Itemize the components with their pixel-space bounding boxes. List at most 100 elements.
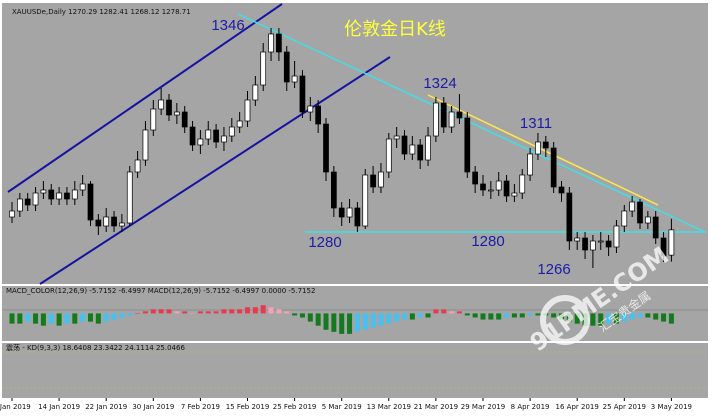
candle-body [213,129,219,143]
candle-body [464,117,471,173]
macd-bar [574,313,580,324]
high: 1282.41 [99,8,128,16]
candle-body [488,189,494,192]
candle-body [480,183,486,191]
candle-body [448,111,455,128]
macd-bar [488,313,494,320]
candle-body [268,33,274,53]
trend-line [427,94,659,206]
macd-bar [370,313,376,328]
candle-body [150,108,157,131]
macd-bar [315,313,321,326]
macd-bar [456,311,462,314]
low: 1268.12 [131,8,160,16]
candle-body [613,225,620,248]
macd-bar [307,313,313,322]
macd-bar [661,313,667,322]
candle-body [197,138,204,146]
candle-body [221,135,227,143]
macd-bar [260,305,266,314]
macd-bar [347,313,353,334]
macd-bar [80,313,86,322]
macd-bar [441,309,447,314]
candle-body [621,210,628,227]
macd-bar [653,313,659,320]
candle-body [527,153,533,176]
candle-body [9,210,15,218]
candle-body [71,189,78,200]
kd-header: 震荡 - KD(9,3,3) 18.6408 23.3422 24.1114 2… [6,343,185,352]
price-annotation: 1280 [308,234,341,251]
macd-bar [504,313,510,318]
candle-body [605,240,612,248]
macd-bar [637,313,643,318]
macd-bar [33,313,39,324]
candle-body [660,237,667,257]
candle-body [166,99,172,116]
macd-bar [221,309,227,314]
macd-bar [566,313,572,322]
price-annotation: 1311 [520,115,552,132]
macd-bar [590,313,596,326]
macd-bar [394,313,400,322]
candle-body [393,135,400,140]
candle-body [95,219,102,227]
candle-body [276,33,282,53]
candle-body [181,111,188,128]
macd-bar [166,309,172,314]
macd-bar [182,311,188,314]
candle-body [401,135,408,155]
macd-bar [354,313,360,332]
macd-bar [111,313,117,320]
x-tick-label: 16 Apr 2019 [556,403,599,411]
candle-body [637,201,643,224]
candle-body [550,147,557,188]
candle-body [433,102,439,137]
candle-body [417,144,424,161]
macd-bar [559,313,564,320]
candle-body [126,171,133,224]
candle-body [260,51,267,86]
x-tick-label: 29 Mar 2019 [461,403,505,411]
price-annotation: 1266 [537,261,570,278]
candle-body [40,189,47,194]
macd-bar [213,311,219,314]
macd-bar [362,313,368,330]
macd-bar [150,309,156,314]
macd-bar [551,313,557,318]
macd-bar [449,311,455,314]
x-tick-label: 15 Feb 2019 [226,403,270,411]
macd-bar [378,313,384,326]
chart-title: 伦敦金日K线 [344,19,446,40]
candle-body [597,240,604,243]
candle-body [252,84,259,101]
candle-body [64,192,70,200]
candle-body [456,111,463,119]
macd-bar [402,313,407,320]
channel-line [39,56,391,285]
macd-bar [668,313,674,324]
macd-bar [621,313,627,322]
candle-body [236,120,243,128]
candle-body [134,159,141,173]
x-tick-label: 14 Jan 2019 [38,403,80,411]
x-axis: 4 Jan 2019 14 Jan 2019 22 Jan 2019 30 Jan 2… [0,398,692,411]
candle-body [370,174,376,188]
candle-body [103,216,110,227]
symbol: XAUUSDe,Daily [12,8,66,16]
x-tick-label: 21 Mar 2019 [414,403,458,411]
macd-bar [127,313,133,316]
candle-body [87,183,94,221]
candle-body [283,51,290,83]
candle-body [425,135,431,161]
candle-body [291,75,298,83]
macd-bar [598,313,604,326]
macd-bar [237,309,243,314]
candle-body [511,192,518,197]
candle-body [17,198,23,212]
macd-bar [425,313,431,318]
macd-bar [158,309,164,314]
candle-body [205,129,212,140]
